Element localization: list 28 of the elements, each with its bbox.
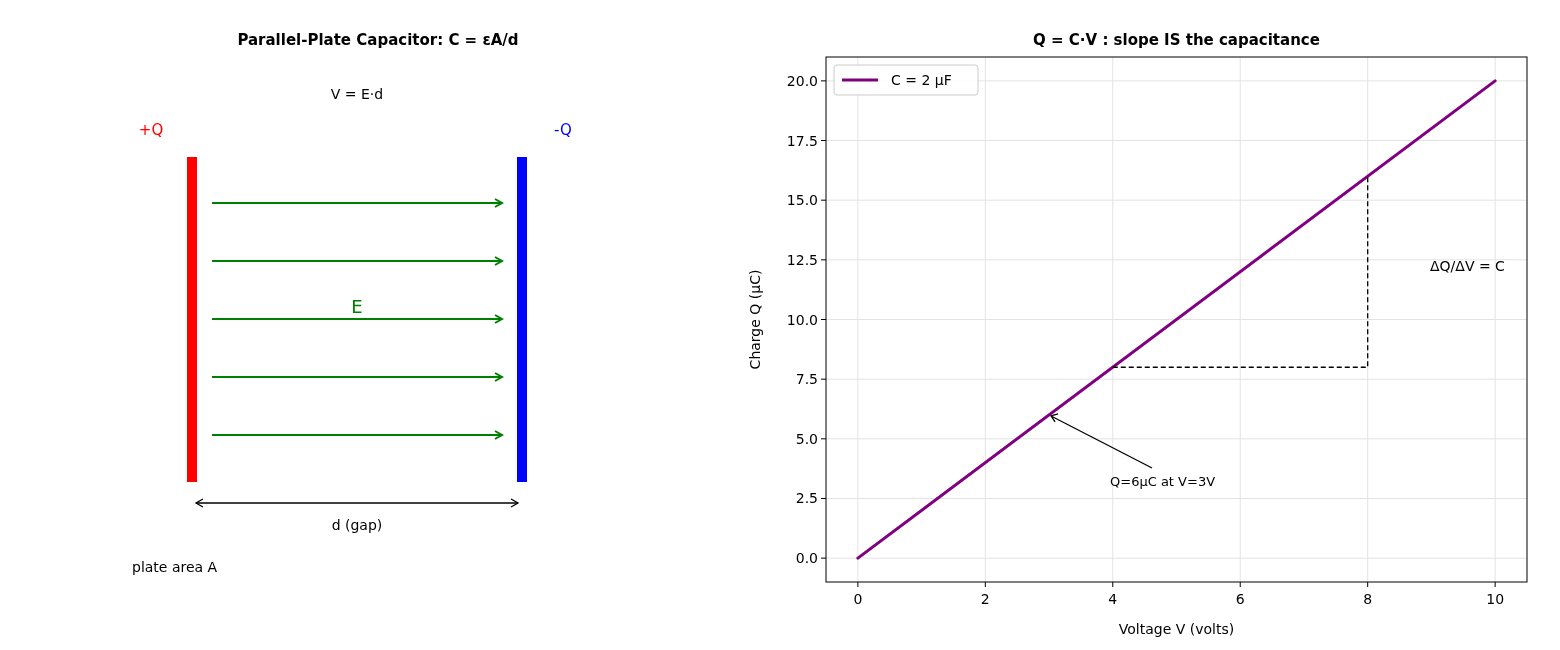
text: plate area A <box>132 559 218 575</box>
text: -Q <box>554 121 572 139</box>
y-tick-label: 15.0 <box>786 192 818 209</box>
x-axis-title: Voltage V (volts) <box>1118 621 1235 637</box>
y-tick-label: 5.0 <box>795 430 818 447</box>
y-tick-label: 0.0 <box>795 550 818 567</box>
text: Parallel-Plate Capacitor: C = εA/d <box>237 31 519 49</box>
x-tick-label: 8 <box>1363 591 1373 607</box>
y-tick-label: 7.5 <box>795 371 818 388</box>
y-tick-label: 2.5 <box>795 490 818 507</box>
y-tick-label: 17.5 <box>786 132 818 149</box>
x-tick-label: 2 <box>980 591 990 607</box>
x-tick-label: 0 <box>853 591 863 607</box>
text: E <box>351 296 363 317</box>
text: +Q <box>138 121 164 139</box>
annotation: ΔQ/ΔV = C <box>1430 258 1506 274</box>
x-tick-label: 10 <box>1486 591 1505 607</box>
y-axis-title: Charge Q (μC) <box>747 269 763 370</box>
chart-title: Q = C·V : slope IS the capacitance <box>1033 31 1320 49</box>
x-tick-label: 4 <box>1108 591 1118 607</box>
text: V = E·d <box>330 86 384 102</box>
y-tick-label: 20.0 <box>786 72 818 89</box>
x-tick-label: 6 <box>1235 591 1245 607</box>
y-tick-label: 12.5 <box>786 251 818 268</box>
legend-label: C = 2 μF <box>891 72 952 88</box>
y-tick-label: 10.0 <box>786 311 818 328</box>
text: d (gap) <box>331 517 383 533</box>
annotation: Q=6μC at V=3V <box>1110 473 1216 489</box>
